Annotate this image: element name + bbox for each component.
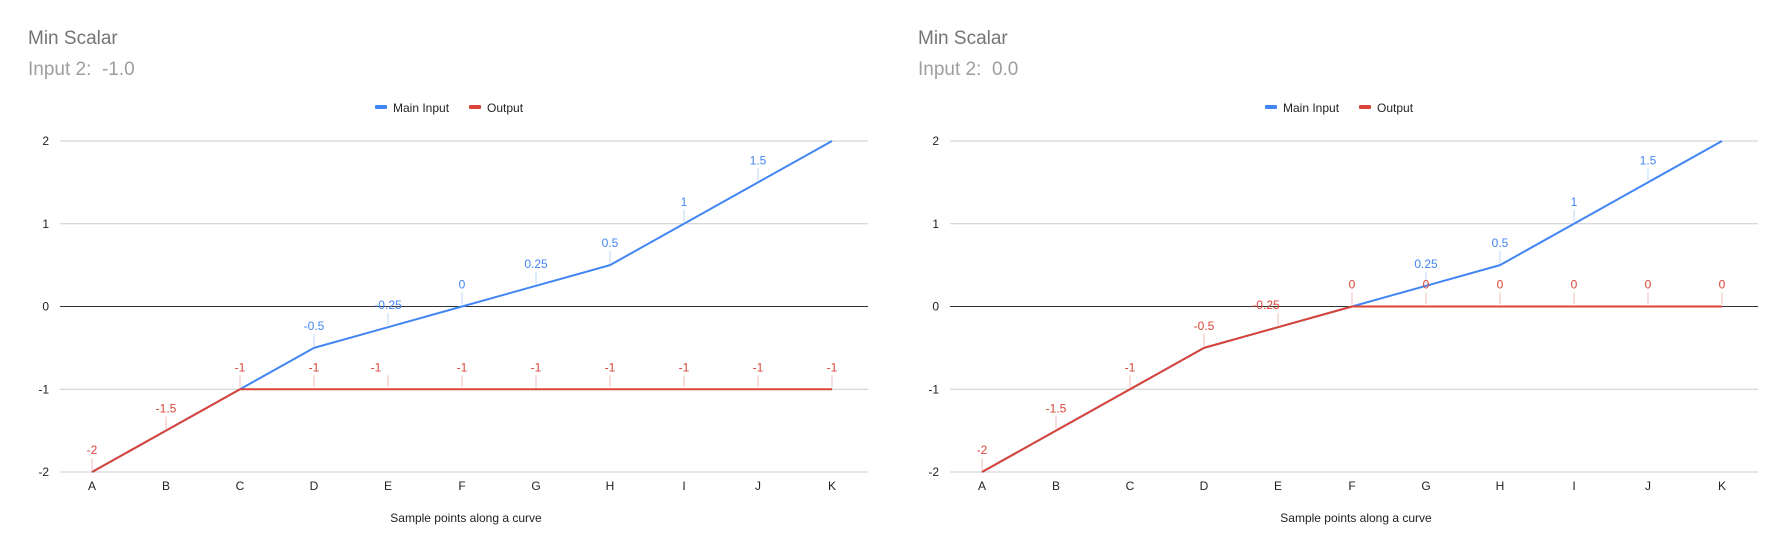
data-label: 0.5 <box>602 236 619 250</box>
x-tick-label: H <box>606 479 615 493</box>
x-axis-title: Sample points along a curve <box>1280 511 1432 525</box>
chart-subtitle: Input 2: -1.0 <box>28 59 135 80</box>
x-axis-ticks: A B C D E F G H I J K <box>88 479 836 493</box>
y-tick-label: 1 <box>932 217 939 231</box>
x-tick-label: I <box>1572 479 1575 493</box>
data-label: 0 <box>1645 278 1652 292</box>
legend: Main Input Output <box>1265 101 1414 115</box>
data-label: 0.5 <box>1492 236 1509 250</box>
chart-panel-input2-zero: Min Scalar Input 2: 0.0 2 1 0 -1 -2 A B C D E F G H I… <box>890 0 1780 550</box>
output-line <box>91 388 832 473</box>
legend: Main Input Output <box>375 101 524 115</box>
x-tick-label: G <box>531 479 540 493</box>
data-label: -1 <box>753 360 764 374</box>
data-label: 0 <box>1497 278 1504 292</box>
data-label: 0.25 <box>1414 257 1438 271</box>
y-tick-label: 0 <box>932 300 939 314</box>
x-tick-label: J <box>755 479 761 493</box>
y-tick-label: -1 <box>38 382 49 396</box>
data-label: -1 <box>309 360 320 374</box>
y-tick-label: 2 <box>932 134 939 148</box>
data-label: -2 <box>87 443 98 457</box>
x-tick-label: C <box>1126 479 1135 493</box>
data-label: -1.5 <box>1046 402 1067 416</box>
data-label: -2 <box>977 443 988 457</box>
data-label: 1.5 <box>750 153 767 167</box>
legend-label: Main Input <box>393 101 450 115</box>
x-tick-label: B <box>1052 479 1060 493</box>
data-label: 0.25 <box>524 257 548 271</box>
data-label: -0.5 <box>304 319 325 333</box>
data-label: 1 <box>681 195 688 209</box>
x-tick-label: H <box>1496 479 1505 493</box>
x-tick-label: D <box>310 479 319 493</box>
chart-title: Min Scalar <box>918 28 1008 49</box>
x-tick-label: E <box>1274 479 1282 493</box>
legend-swatch <box>1265 105 1277 109</box>
main-input-data-labels: -0.5 -0.25 0 0.25 0.5 1 1.5 <box>304 153 767 346</box>
output-data-labels: -2 -1.5 -1 -0.5 -0.25 0 0 0 0 0 0 <box>977 278 1726 470</box>
x-tick-label: F <box>1348 479 1355 493</box>
data-label: 1 <box>1571 195 1578 209</box>
y-tick-label: -2 <box>928 465 939 479</box>
data-label: 0 <box>1719 278 1726 292</box>
legend-swatch <box>375 105 387 109</box>
chart-subtitle: Input 2: 0.0 <box>918 59 1019 80</box>
data-label: 0 <box>459 278 466 292</box>
chart-panel-input2-minus1: Min Scalar Input 2: -1.0 2 1 0 -1 -2 A B C D E F G H… <box>28 28 868 525</box>
x-tick-label: C <box>236 479 245 493</box>
data-label: -0.25 <box>1252 298 1280 312</box>
y-axis-ticks: 2 1 0 -1 -2 <box>38 134 49 479</box>
data-label: -1 <box>827 360 838 374</box>
y-tick-label: -2 <box>38 465 49 479</box>
x-tick-label: I <box>682 479 685 493</box>
x-axis-ticks: A B C D E F G H I J K <box>978 479 1726 493</box>
legend-label: Output <box>1377 101 1414 115</box>
data-label: 0 <box>1423 278 1430 292</box>
output-data-labels: -2 -1.5 -1 -1 -1 -1 -1 -1 -1 -1 -1 <box>87 360 838 470</box>
data-label: -0.5 <box>1194 319 1215 333</box>
x-tick-label: K <box>1718 479 1726 493</box>
y-axis-ticks: 2 1 0 -1 -2 <box>928 134 939 479</box>
data-label: -1 <box>1125 360 1136 374</box>
data-label: 1.5 <box>1640 153 1657 167</box>
legend-swatch <box>469 105 481 109</box>
data-label: -1 <box>531 360 542 374</box>
x-tick-label: E <box>384 479 392 493</box>
data-label: -1 <box>235 360 246 374</box>
x-tick-label: A <box>978 479 986 493</box>
x-tick-label: F <box>458 479 465 493</box>
legend-label: Output <box>487 101 524 115</box>
x-tick-label: A <box>88 479 96 493</box>
x-tick-label: J <box>1645 479 1651 493</box>
data-label: -1 <box>605 360 616 374</box>
legend-swatch <box>1359 105 1371 109</box>
legend-label: Main Input <box>1283 101 1340 115</box>
data-label: -1 <box>457 360 468 374</box>
data-label: -0.25 <box>374 298 402 312</box>
y-tick-label: 1 <box>42 217 49 231</box>
main-input-data-labels: 0.25 0.5 1 1.5 <box>1414 153 1657 284</box>
data-label: -1 <box>371 360 382 374</box>
data-label: 0 <box>1349 278 1356 292</box>
x-tick-label: G <box>1421 479 1430 493</box>
data-label: 0 <box>1571 278 1578 292</box>
y-tick-label: 0 <box>42 300 49 314</box>
output-line <box>981 305 1722 473</box>
line-chart: 2 1 0 -1 -2 A B C D E F G H I J K Sample points along a … <box>928 101 1758 525</box>
x-axis-title: Sample points along a curve <box>390 511 542 525</box>
x-tick-label: K <box>828 479 836 493</box>
chart-title: Min Scalar <box>28 28 118 49</box>
data-label: -1 <box>679 360 690 374</box>
data-label: -1.5 <box>156 402 177 416</box>
y-tick-label: -1 <box>928 382 939 396</box>
line-chart: 2 1 0 -1 -2 A B C D E F G H I J K Sample points along a … <box>38 101 868 525</box>
x-tick-label: B <box>162 479 170 493</box>
x-tick-label: D <box>1200 479 1209 493</box>
y-tick-label: 2 <box>42 134 49 148</box>
